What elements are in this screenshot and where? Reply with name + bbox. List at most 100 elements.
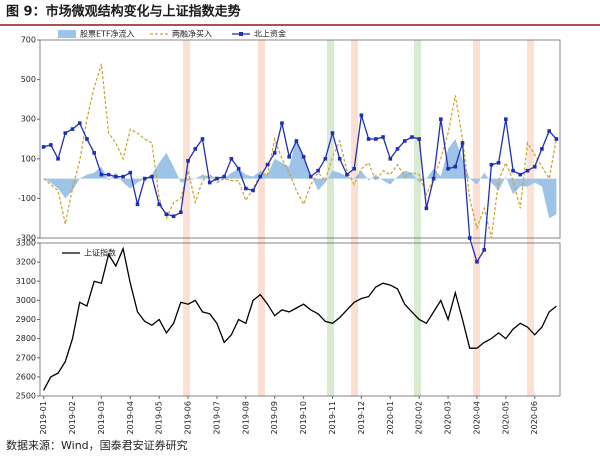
northbound-marker [164, 212, 169, 217]
plot-frame [39, 242, 561, 397]
y-tick-label: 2500 [16, 392, 36, 401]
northbound-marker [374, 137, 378, 141]
northbound-marker [460, 141, 465, 145]
y-tick-label: 3100 [16, 277, 36, 286]
northbound-marker [345, 172, 349, 177]
legend-marker [239, 32, 243, 36]
northbound-marker [222, 174, 226, 179]
x-tick-label: 2020-06 [530, 401, 539, 434]
northbound-marker [518, 172, 523, 177]
northbound-marker [525, 168, 530, 173]
y-tick-label: 2800 [16, 334, 36, 343]
y-tick-label: 700 [21, 36, 36, 45]
x-tick-label: 2019-08 [241, 401, 250, 434]
northbound-marker [330, 131, 335, 135]
northbound-marker [489, 162, 494, 167]
northbound-marker [41, 145, 46, 149]
chart-title: 图 9：市场微观结构变化与上证指数走势 [6, 4, 241, 20]
y-tick-label: 2900 [16, 315, 36, 324]
band [351, 40, 358, 396]
x-tick-label: 2019-09 [270, 401, 279, 434]
northbound-marker [540, 147, 544, 151]
northbound-marker [70, 127, 75, 131]
northbound-marker [467, 236, 472, 240]
y-tick-label: 300 [21, 115, 36, 124]
y-tick-label: 2600 [16, 372, 36, 381]
y-tick-label: 100 [21, 154, 36, 163]
y-tick-label: 500 [21, 75, 36, 84]
northbound-marker [236, 166, 241, 171]
northbound-marker [366, 137, 371, 141]
northbound-marker [504, 117, 508, 121]
northbound-marker [294, 139, 299, 143]
northbound-marker [99, 172, 104, 177]
northbound-marker [511, 168, 515, 173]
northbound-marker [215, 176, 219, 181]
x-tick-label: 2019-12 [357, 401, 366, 434]
northbound-marker [157, 202, 161, 207]
northbound-marker [142, 176, 147, 181]
northbound-marker [446, 166, 450, 171]
northbound-marker [229, 157, 234, 161]
legend-label: 上证指数 [84, 248, 116, 258]
source: 数据来源：Wind，国泰君安证券研究 [6, 438, 188, 452]
northbound-marker [251, 188, 255, 193]
northbound-marker [532, 164, 537, 169]
northbound-marker [402, 139, 407, 143]
legend-label: 两融净买入 [172, 29, 212, 39]
northbound-marker [179, 210, 183, 215]
etf-area [43, 139, 557, 219]
x-tick-label: 2020-02 [415, 401, 424, 434]
band [527, 40, 534, 396]
northbound-marker [77, 121, 82, 125]
y-tick-label: 2700 [16, 353, 36, 362]
northbound-marker [453, 164, 458, 169]
y-tick-label: -100 [18, 194, 36, 203]
northbound-marker [56, 157, 60, 161]
northbound-marker [114, 174, 118, 179]
northbound-marker [309, 174, 313, 179]
y-tick-label: 3200 [16, 258, 36, 267]
x-tick-label: 2019-06 [184, 401, 193, 434]
northbound-marker [301, 155, 306, 159]
northbound-marker [258, 174, 263, 179]
legend-label: 股票ETF净流入 [80, 29, 135, 39]
x-tick-label: 2020-01 [386, 401, 395, 434]
y-tick-label: -300 [18, 234, 36, 243]
northbound-marker [128, 170, 133, 175]
northbound-marker [193, 147, 198, 151]
northbound-marker [135, 202, 140, 207]
northbound-marker [265, 162, 270, 167]
legend-label: 北上资金 [254, 29, 286, 39]
northbound-marker [381, 135, 385, 139]
northbound-marker [352, 166, 356, 171]
northbound-marker [554, 137, 559, 141]
x-tick-label: 2019-05 [155, 401, 164, 434]
x-tick-label: 2020-03 [444, 401, 453, 434]
northbound-marker [49, 143, 53, 147]
highlight-bands [183, 40, 534, 396]
northbound-marker [431, 176, 436, 181]
northbound-marker [388, 157, 393, 161]
northbound-marker [482, 248, 486, 252]
northbound-marker [63, 131, 68, 135]
northbound-marker [287, 155, 291, 159]
northbound-marker [439, 117, 443, 121]
northbound-marker [417, 137, 421, 141]
margin-line [43, 63, 557, 239]
x-tick-label: 2019-03 [97, 401, 106, 434]
northbound-marker [359, 113, 364, 118]
northbound-marker [207, 180, 212, 185]
northbound-marker [121, 174, 125, 179]
x-tick-label: 2019-10 [299, 401, 308, 434]
northbound-marker [150, 174, 154, 179]
band [414, 40, 421, 396]
x-tick-label: 2019-04 [126, 401, 135, 434]
northbound-marker [496, 160, 501, 165]
northbound-marker [424, 206, 429, 211]
northbound-marker [200, 137, 205, 141]
series-line [43, 246, 557, 391]
x-tick-label: 2020-04 [472, 401, 481, 434]
